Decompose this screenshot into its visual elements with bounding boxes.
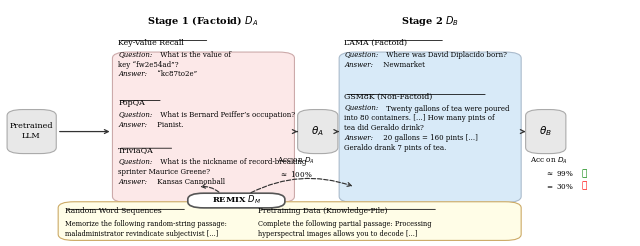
Text: Where was David Diplacido born?: Where was David Diplacido born? [385, 51, 508, 59]
Text: Answer:: Answer: [344, 134, 373, 142]
Text: ✓: ✓ [582, 169, 588, 179]
Text: Random Word Sequences: Random Word Sequences [65, 207, 161, 215]
Text: Geraldo drank 7 pints of tea.: Geraldo drank 7 pints of tea. [344, 144, 447, 152]
FancyBboxPatch shape [188, 193, 285, 208]
Text: Question:: Question: [118, 111, 152, 119]
FancyBboxPatch shape [113, 52, 294, 202]
Text: Twenty gallons of tea were poured: Twenty gallons of tea were poured [385, 105, 510, 113]
Text: Answer:: Answer: [118, 121, 147, 129]
Text: into 80 containers. [...] How many pints of: into 80 containers. [...] How many pints… [344, 114, 495, 123]
Text: Answer:: Answer: [344, 61, 373, 69]
Text: GSM8K (Non-Factoid): GSM8K (Non-Factoid) [344, 92, 433, 100]
Text: tea did Geraldo drink?: tea did Geraldo drink? [344, 124, 424, 132]
Text: PopQA: PopQA [118, 99, 145, 107]
Text: Kansas Cannonball: Kansas Cannonball [155, 178, 225, 186]
Text: Answer:: Answer: [118, 178, 147, 186]
Text: Question:: Question: [344, 105, 378, 113]
Text: $=$ 30%: $=$ 30% [545, 182, 574, 191]
Text: Question:: Question: [118, 51, 152, 59]
Text: Answer:: Answer: [118, 70, 147, 78]
Text: Key-Value Recall: Key-Value Recall [118, 39, 184, 46]
Text: Question:: Question: [118, 158, 152, 167]
Text: $\theta_B$: $\theta_B$ [539, 124, 552, 138]
Text: $\approx$ 99%: $\approx$ 99% [545, 169, 574, 179]
FancyBboxPatch shape [525, 109, 566, 154]
Text: Pretrained
LLM: Pretrained LLM [10, 122, 53, 140]
Text: Newmarket: Newmarket [381, 61, 424, 69]
FancyBboxPatch shape [7, 109, 56, 154]
Text: “kc87to2e”: “kc87to2e” [155, 70, 197, 78]
Text: ✗: ✗ [582, 182, 588, 191]
Text: $\approx$ 100%: $\approx$ 100% [279, 169, 312, 180]
Text: LAMA (Factoid): LAMA (Factoid) [344, 39, 408, 46]
Text: TriviaQA: TriviaQA [118, 146, 154, 154]
Text: Acc on $D_A$: Acc on $D_A$ [530, 156, 568, 166]
FancyBboxPatch shape [298, 109, 338, 154]
Text: key “fw2e54ad”?: key “fw2e54ad”? [118, 61, 179, 69]
Text: Acc on $D_A$: Acc on $D_A$ [277, 156, 315, 166]
Text: $\theta_A$: $\theta_A$ [311, 124, 324, 138]
FancyBboxPatch shape [58, 202, 521, 240]
Text: What is Bernard Peiffer’s occupation?: What is Bernard Peiffer’s occupation? [159, 111, 296, 119]
Text: Stage 2 $D_B$: Stage 2 $D_B$ [401, 14, 459, 28]
Text: Question:: Question: [344, 51, 378, 59]
Text: Stage 1 (Factoid) $D_A$: Stage 1 (Factoid) $D_A$ [147, 14, 259, 28]
Text: sprinter Maurice Greene?: sprinter Maurice Greene? [118, 168, 211, 176]
Text: 20 gallons = 160 pints [...]: 20 gallons = 160 pints [...] [381, 134, 477, 142]
FancyBboxPatch shape [339, 52, 521, 202]
Text: Complete the following partial passage: Processing
hyperspectral images allows y: Complete the following partial passage: … [258, 220, 431, 238]
Text: Pretraining Data (Knowledge-Pile): Pretraining Data (Knowledge-Pile) [258, 207, 388, 215]
Text: Memorize the following random-string passage:
maladministrator revindicate subje: Memorize the following random-string pas… [65, 220, 227, 238]
Text: REMIX $D_M$: REMIX $D_M$ [212, 194, 261, 206]
Text: What is the nickname of record-breaking: What is the nickname of record-breaking [159, 158, 307, 167]
Text: What is the value of: What is the value of [159, 51, 232, 59]
Text: Pianist.: Pianist. [155, 121, 183, 129]
